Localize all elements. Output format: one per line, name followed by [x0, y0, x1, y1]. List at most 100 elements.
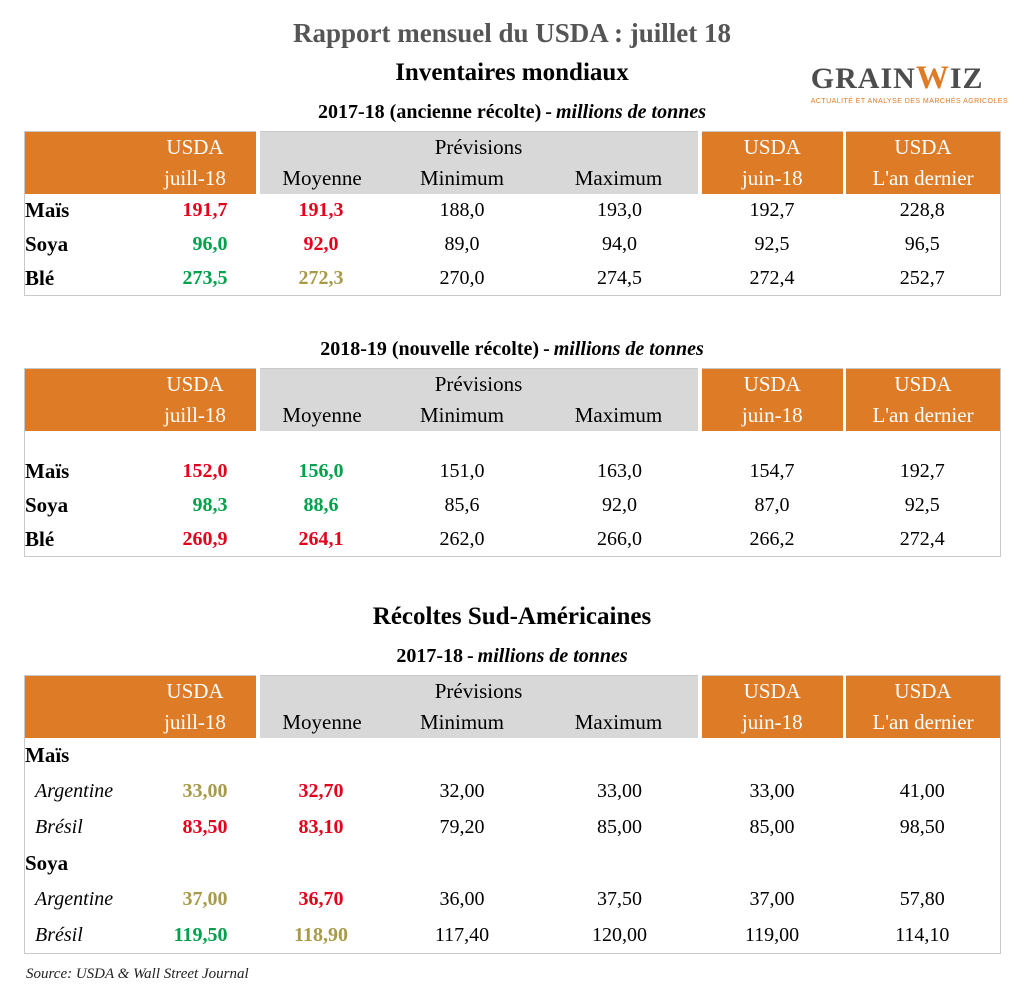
value-cell	[135, 738, 258, 774]
section-heading-inventaires: Inventaires mondiaux	[395, 59, 629, 86]
value-cell: 118,90	[294, 923, 348, 946]
row-label: Soya	[25, 493, 69, 517]
value-cell: 92,0	[602, 494, 637, 516]
caption-year: 2017-18	[396, 645, 463, 667]
value-cell: 119,50	[173, 923, 228, 946]
caption-year: 2018-19 (nouvelle récolte)	[320, 338, 540, 360]
value-cell: 36,00	[439, 888, 485, 910]
header-minimum: Minimum	[384, 399, 540, 431]
value-cell: 33,00	[597, 780, 642, 802]
header-usda-juin: USDA	[697, 675, 845, 707]
row-label: Maïs	[25, 459, 70, 483]
header-usda-juill: USDA	[134, 131, 258, 163]
value-cell: 252,7	[899, 266, 945, 289]
value-cell: 192,7	[899, 460, 945, 482]
value-cell: 83,50	[182, 816, 228, 838]
spacer-row	[25, 431, 1001, 455]
value-cell: 94,0	[602, 233, 637, 255]
value-cell: 32,00	[439, 780, 485, 802]
table-row: Soya 96,0 92,0 89,0 94,0 92,5 96,5	[25, 228, 1001, 262]
value-cell: 88,6	[303, 494, 339, 516]
row-label: Brésil	[35, 816, 83, 838]
table-row: Blé 260,9 264,1 262,0 266,0 266,2 272,4	[25, 523, 1001, 557]
value-cell: 120,00	[592, 923, 647, 946]
table-row: Brésil 119,50 118,90 117,40 120,00 119,00 114,…	[25, 918, 1001, 954]
header-corner	[24, 675, 135, 707]
value-cell: 274,5	[597, 266, 642, 289]
header-an-dernier: L'an dernier	[843, 162, 1001, 194]
value-cell: 163,0	[597, 460, 642, 482]
header-maximum: Maximum	[539, 706, 700, 738]
value-cell: 83,10	[298, 816, 344, 838]
logo-wordmark: GRAINWIZ	[811, 62, 1008, 95]
header-usda-juill: USDA	[134, 368, 258, 400]
row-label: Argentine	[35, 780, 114, 802]
value-cell: 188,0	[439, 199, 485, 221]
caption-unit: millions de tonnes	[553, 338, 704, 360]
table-row: Maïs 152,0 156,0 151,0 163,0 154,7 192,7	[25, 455, 1001, 489]
value-cell: 92,5	[754, 233, 790, 255]
value-cell: 36,70	[298, 888, 344, 910]
header-corner	[24, 399, 135, 431]
table-row: Soya	[25, 846, 1001, 882]
value-cell: 96,0	[192, 233, 228, 255]
table-row: Blé 273,5 272,3 270,0 274,5 272,4 252,7	[25, 262, 1001, 296]
header-usda-dernier: USDA	[843, 675, 1001, 707]
row-label: Soya	[25, 232, 69, 256]
header-an-dernier: L'an dernier	[843, 706, 1001, 738]
header-juill-18: juill-18	[134, 162, 258, 194]
table-row: Maïs	[25, 738, 1001, 774]
row-label: Blé	[25, 265, 55, 290]
value-cell: 264,1	[298, 527, 344, 550]
header-usda-juin: USDA	[697, 131, 845, 163]
value-cell: 37,00	[749, 888, 795, 910]
value-cell: 228,8	[899, 199, 945, 221]
row-label: Soya	[25, 851, 69, 875]
table-row: Maïs 191,7 191,3 188,0 193,0 192,7 228,8	[25, 194, 1001, 228]
value-cell: 87,0	[754, 494, 790, 516]
header-usda-dernier: USDA	[843, 368, 1001, 400]
value-cell: 79,20	[439, 816, 485, 838]
value-cell: 193,0	[597, 199, 642, 221]
value-cell: 96,5	[904, 233, 940, 255]
value-cell	[700, 846, 845, 882]
logo-wheat-w-icon: W	[915, 60, 950, 96]
value-cell	[540, 738, 700, 774]
header-maximum: Maximum	[539, 399, 700, 431]
header-minimum: Minimum	[384, 706, 540, 738]
header-corner	[24, 131, 135, 163]
header-juin-18: juin-18	[697, 706, 845, 738]
value-cell: 262,0	[439, 527, 485, 550]
table-ancienne-recolte: USDA Prévisions USDA USDA juill-18 Moyenne Min…	[24, 131, 1002, 296]
value-cell: 272,4	[749, 266, 795, 289]
value-cell: 37,00	[182, 888, 228, 910]
value-cell: 152,0	[182, 460, 228, 482]
value-cell: 156,0	[298, 460, 344, 482]
logo-text-grain: GRAIN	[810, 62, 916, 95]
section-heading-recoltes: Récoltes Sud-Américaines	[372, 603, 652, 630]
header-corner	[24, 368, 135, 400]
table-caption-ancienne: 2017-18 (ancienne récolte) - millions de t…	[24, 101, 1000, 124]
table-row: Soya 98,3 88,6 85,6 92,0 87,0 92,5	[25, 489, 1001, 523]
logo-text-iz: IZ	[949, 62, 984, 95]
table-caption-nouvelle: 2018-19 (nouvelle récolte) - millions de t…	[24, 338, 1000, 361]
value-cell	[135, 846, 258, 882]
value-cell: 92,0	[303, 233, 339, 255]
header-juill-18: juill-18	[134, 706, 258, 738]
value-cell: 33,00	[182, 780, 228, 802]
header-juill-18: juill-18	[134, 399, 258, 431]
value-cell: 98,3	[192, 494, 228, 516]
value-cell: 92,5	[904, 494, 940, 516]
spacer-cell	[25, 431, 1001, 455]
header-moyenne: Moyenne	[255, 162, 385, 194]
header-minimum: Minimum	[384, 162, 540, 194]
value-cell	[845, 738, 1001, 774]
value-cell	[845, 846, 1001, 882]
value-cell: 191,7	[182, 199, 228, 221]
table-nouvelle-recolte: USDA Prévisions USDA USDA juill-18 Moyenne Min…	[24, 368, 1002, 557]
value-cell	[258, 846, 385, 882]
row-label: Maïs	[25, 743, 70, 767]
caption-unit: millions de tonnes	[477, 645, 628, 667]
table-caption-sud: 2017-18- millions de tonnes	[24, 645, 1000, 668]
